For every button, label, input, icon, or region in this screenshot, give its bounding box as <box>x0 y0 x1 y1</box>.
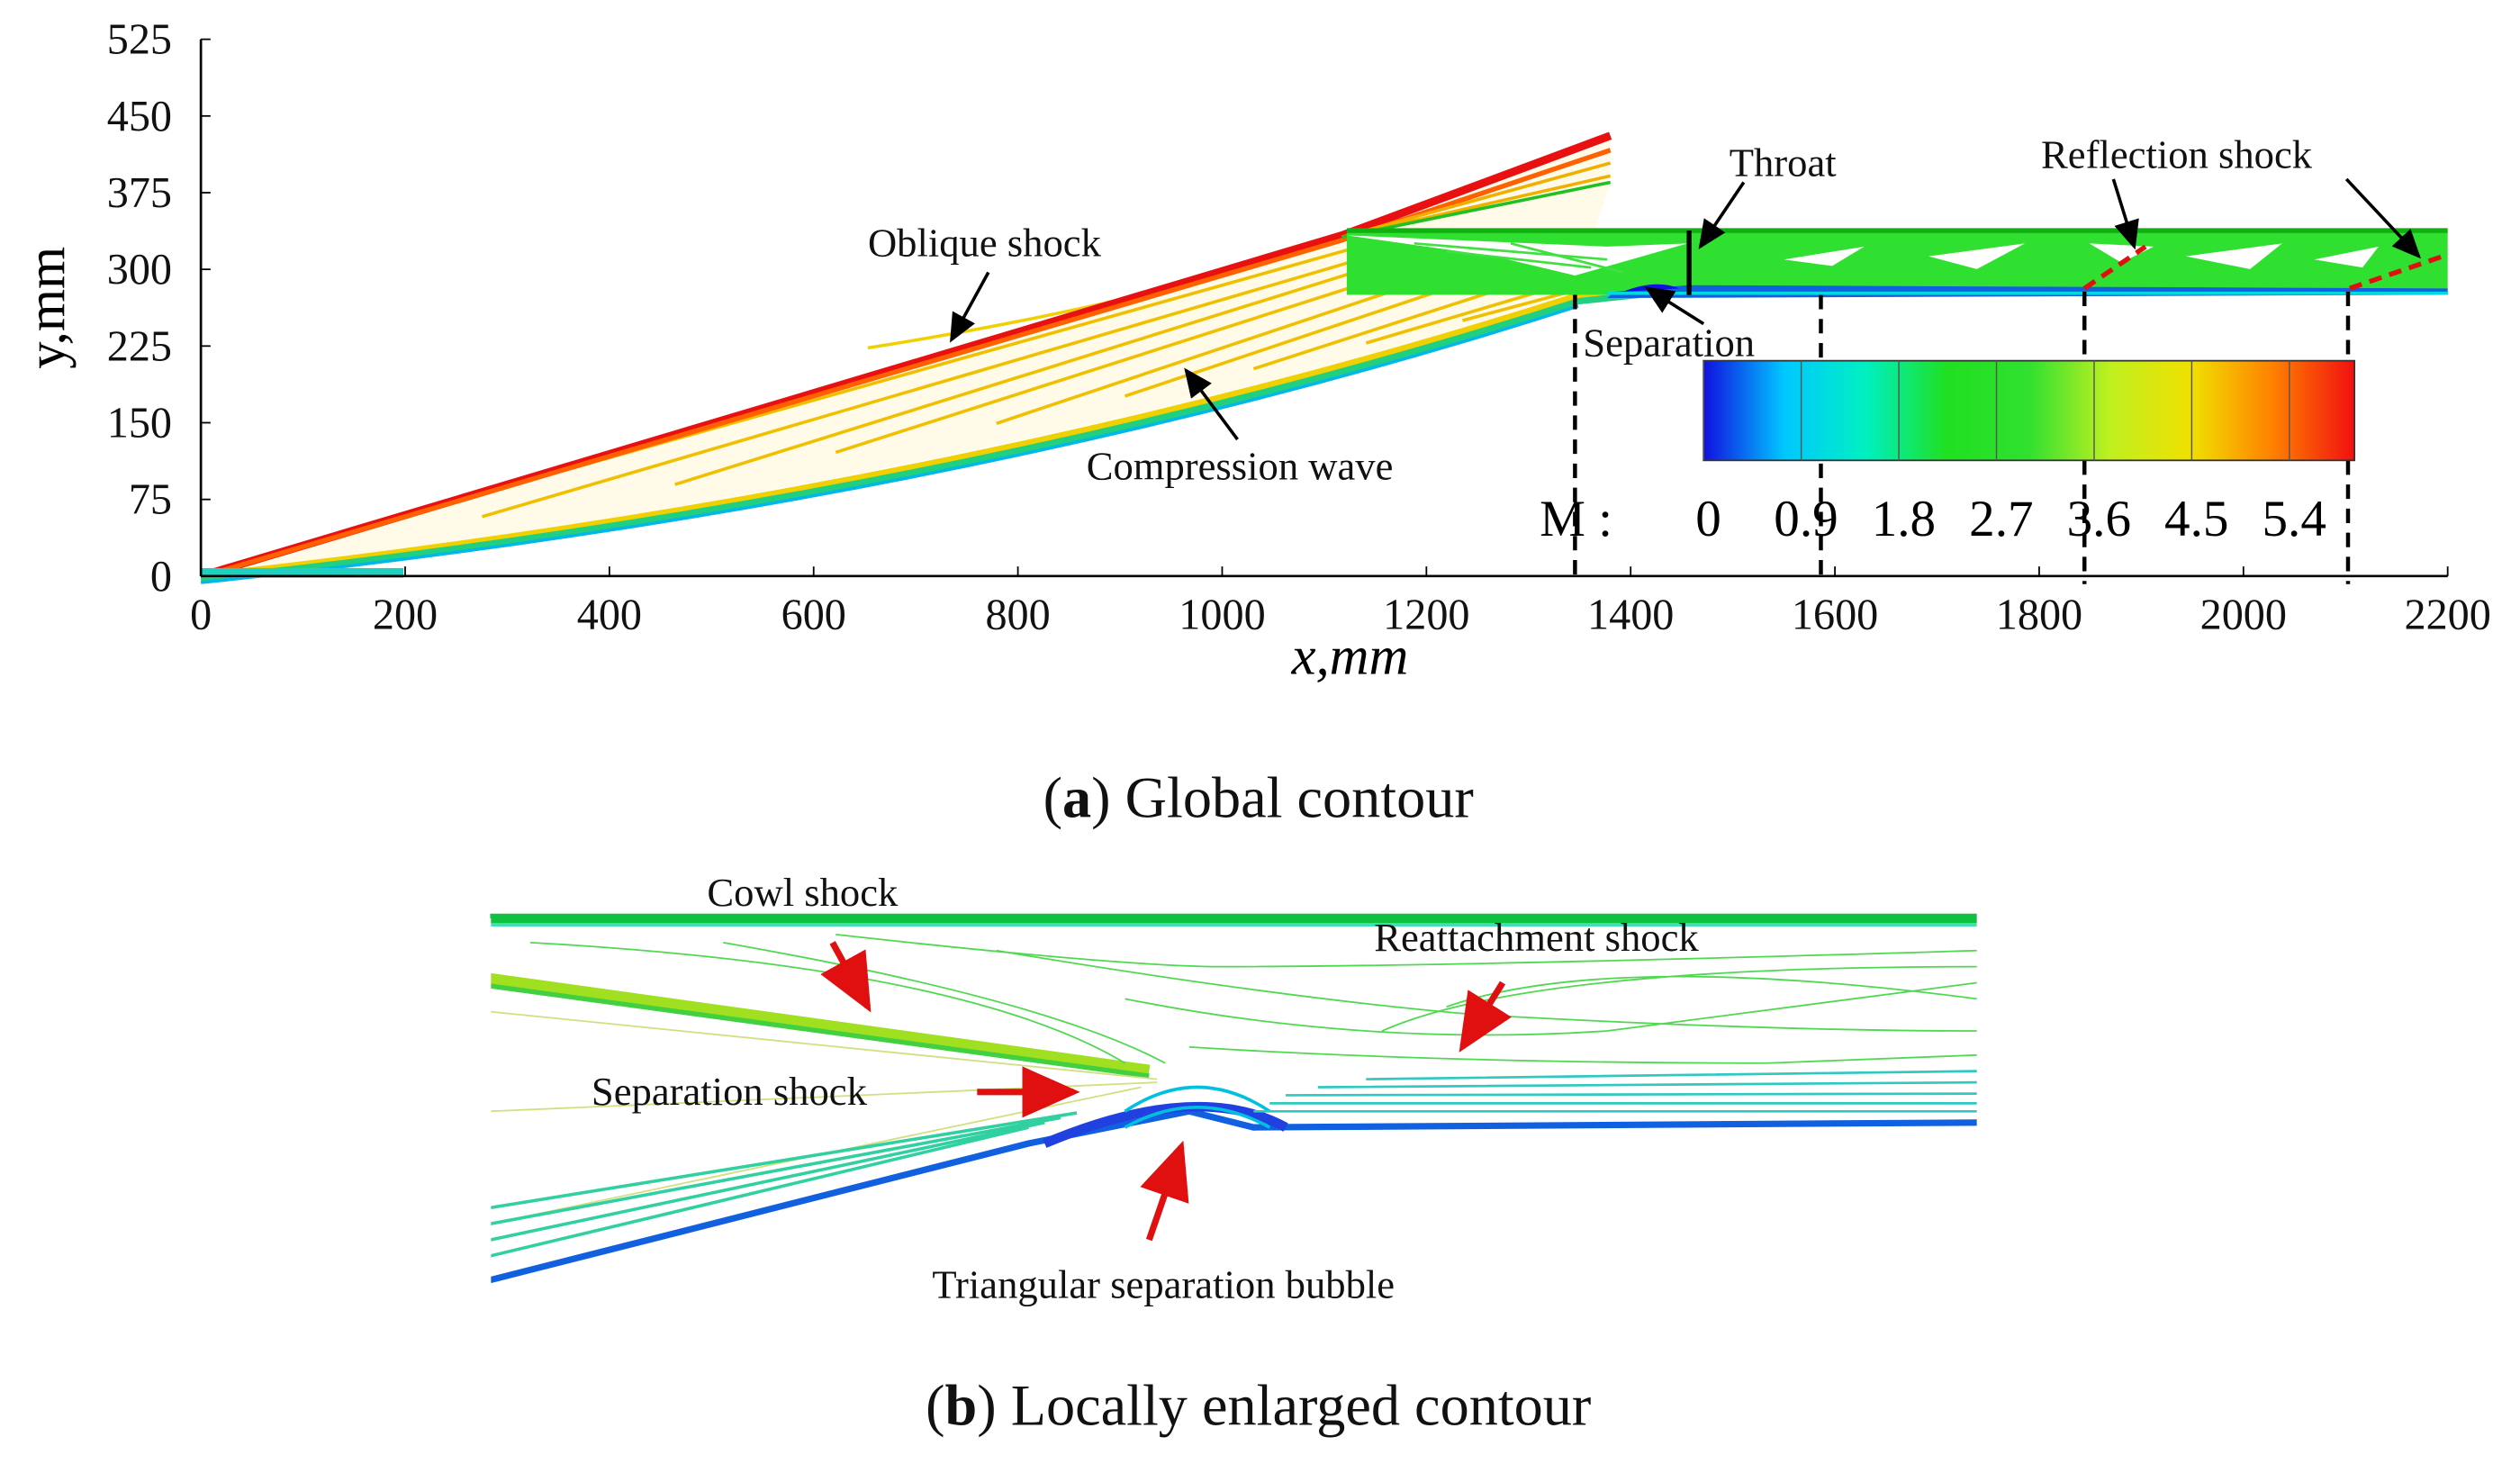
annotation: Throat <box>1730 140 1838 185</box>
annotation: Separation shock <box>592 1069 868 1114</box>
caption-part: ( <box>1043 766 1062 830</box>
x-tick-label: 0 <box>190 592 212 639</box>
enlarged-flow-shape <box>820 941 872 1013</box>
y-tick-label: 0 <box>150 553 172 601</box>
caption: (a) Global contour <box>1043 766 1474 830</box>
annotation-lines-shape <box>1644 286 1705 326</box>
x-tick-label: 1200 <box>1383 592 1469 639</box>
y-tick-label: 375 <box>107 169 172 217</box>
ramp-flow-shape <box>1341 180 1612 239</box>
y-tick-label: 450 <box>107 93 172 140</box>
annotation: Reattachment shock <box>1374 915 1699 960</box>
colorbar-label: M : <box>1540 491 1612 547</box>
x-axis-label: x,mm <box>1291 627 1409 687</box>
y-tick-label: 525 <box>107 16 172 64</box>
ramp-flow-shape <box>257 239 1595 559</box>
x-tick-label: 1000 <box>1179 592 1265 639</box>
annotation-lines-shape <box>1184 367 1239 441</box>
y-tick-label: 225 <box>107 322 172 370</box>
x-tick-label: 400 <box>577 592 642 639</box>
annotation: Compression wave <box>1087 444 1394 489</box>
duct-flow-shape <box>1784 243 2379 269</box>
enlarged-flow-shape <box>490 1111 1078 1258</box>
annotation: Oblique shock <box>868 221 1102 266</box>
x-tick-label: 200 <box>373 592 438 639</box>
annotation-lines-shape <box>2082 244 2444 291</box>
x-tick-label: 2000 <box>2200 592 2287 639</box>
ramp-flow-shape <box>200 304 1579 584</box>
y-axis-label: y,mm <box>16 247 77 369</box>
x-tick-label: 1800 <box>1996 592 2082 639</box>
caption-part: ( <box>926 1373 944 1437</box>
ramp-flow-shape <box>208 148 1612 577</box>
y-tick-label: 75 <box>129 476 172 524</box>
ramp-flow <box>199 131 1640 584</box>
x-tick-label: 1400 <box>1587 592 1674 639</box>
enlarged-flow <box>489 913 1977 1297</box>
enlarged-flow-shape <box>1253 1070 1977 1113</box>
annotation: Triangular separation bubble <box>932 1261 1395 1306</box>
colorbar-tick-label: 2.7 <box>1969 491 2033 547</box>
annotation-lines-shape <box>2344 177 2421 259</box>
duct-flow <box>1346 228 2448 299</box>
enlarged-flow-shape <box>490 983 1150 1079</box>
enlarged-flow-shape <box>1140 1140 1189 1242</box>
x-tick-label: 600 <box>781 592 846 639</box>
ramp-flow-shape <box>201 135 1611 576</box>
caption-part: ) Global contour <box>1091 766 1474 830</box>
colorbar-tick-label: 0 <box>1695 491 1721 547</box>
y-tick-label: 150 <box>107 400 172 447</box>
colorbar-tick-label: 3.6 <box>2067 491 2131 547</box>
caption-part: b <box>945 1373 978 1437</box>
caption: (b) Locally enlarged contour <box>926 1373 1591 1437</box>
x-tick-label: 800 <box>985 592 1050 639</box>
colorbar-tick-label: 5.4 <box>2263 491 2326 547</box>
enlarged-flow-shape <box>1124 1085 1271 1129</box>
x-tick-label: 1600 <box>1792 592 1878 639</box>
duct-flow-shape <box>1346 230 2448 295</box>
annotation: Reflection shock <box>2041 131 2313 176</box>
annotation: Cowl shock <box>707 870 899 915</box>
ramp-flow-shape <box>200 291 1640 583</box>
caption-part: a <box>1062 766 1091 830</box>
ramp-flow-shape <box>201 567 404 578</box>
enlarged-flow-shape <box>1459 981 1512 1053</box>
annotation-lines-shape <box>950 271 990 343</box>
y-tick-label: 300 <box>107 246 172 294</box>
annotation-lines-shape <box>2111 178 2139 250</box>
enlarged-flow-shape <box>489 972 1151 1078</box>
colorbar-tick-label: 1.8 <box>1872 491 1936 547</box>
x-tick-label: 2200 <box>2404 592 2490 639</box>
annotation: Separation <box>1583 320 1755 365</box>
colorbar-tick-label: 4.5 <box>2164 491 2228 547</box>
duct-flow-shape <box>1414 242 1624 274</box>
caption-part: ) Locally enlarged contour <box>977 1373 1591 1437</box>
enlarged-flow-shape <box>530 934 1977 1064</box>
enlarged-flow-shape <box>489 1107 1977 1284</box>
ramp-flow-shape <box>200 286 1640 580</box>
annotation-lines-shape <box>1698 181 1746 249</box>
colorbar-tick-label: 0.9 <box>1774 491 1838 547</box>
axes: 0 200 400 600 800 1000 1200 1400 1600 1800 2000 220… <box>16 16 2490 687</box>
